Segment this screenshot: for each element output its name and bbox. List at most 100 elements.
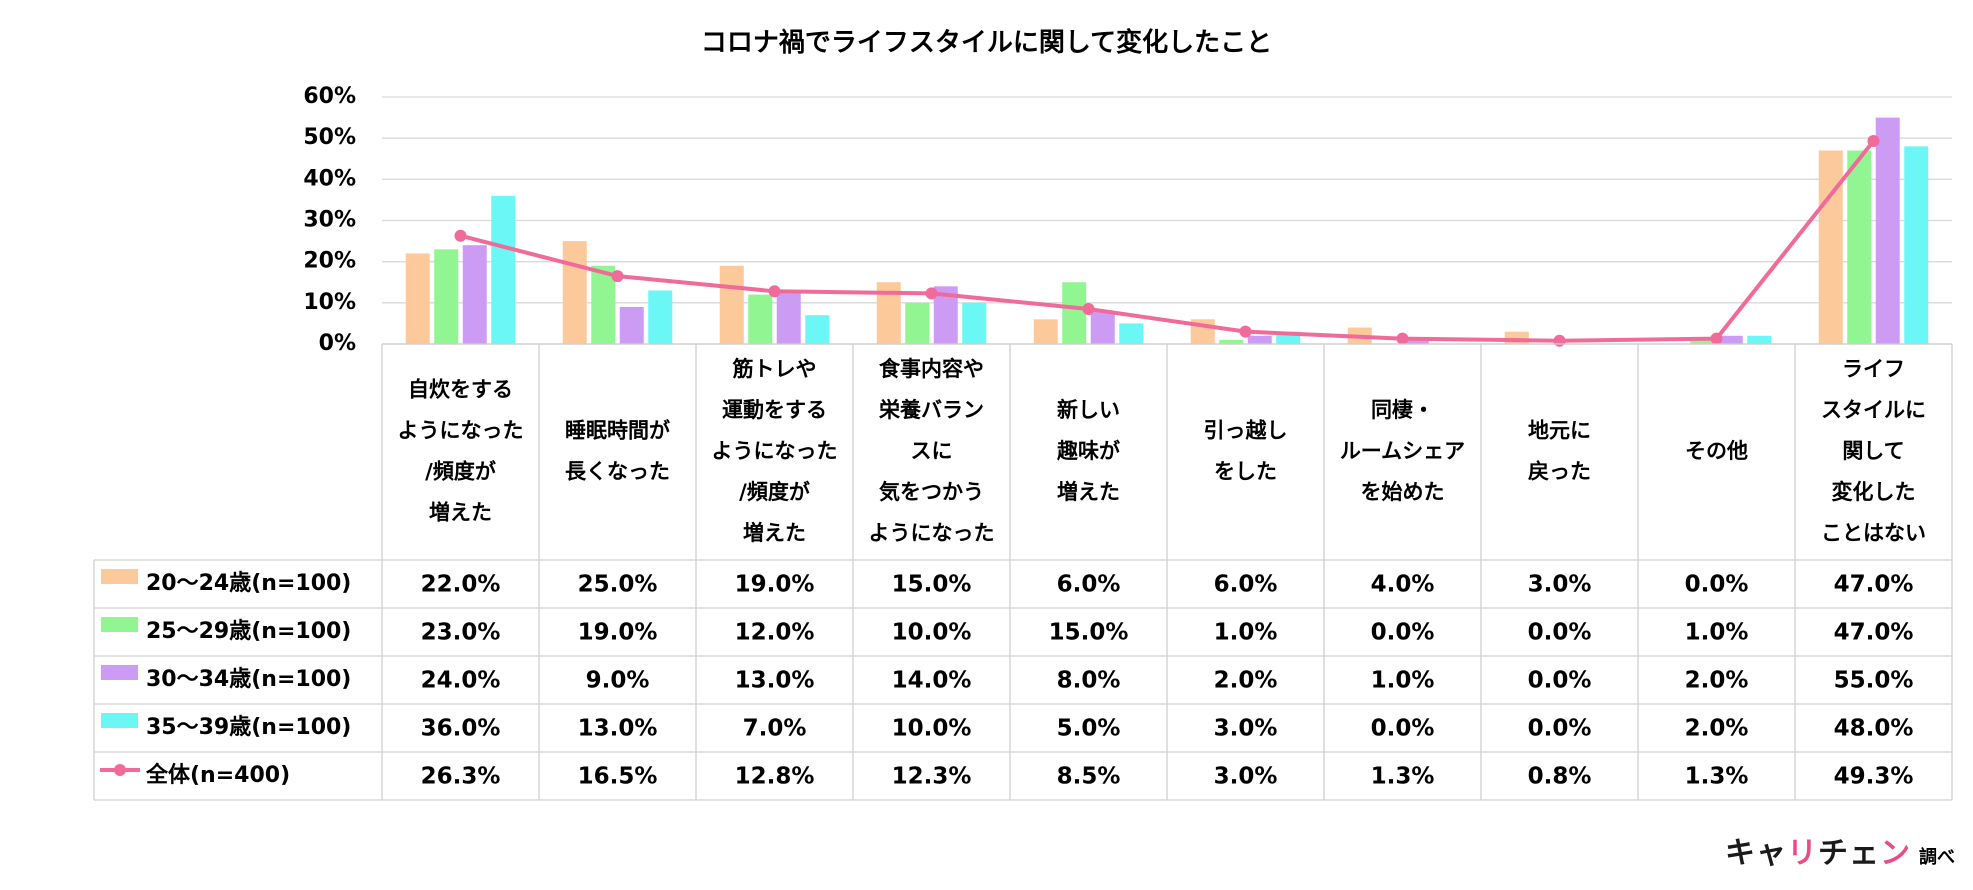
bar xyxy=(405,253,430,344)
y-tick-label: 40% xyxy=(303,166,356,191)
bar xyxy=(776,290,801,344)
line-marker xyxy=(611,270,624,283)
legend-key xyxy=(101,617,138,632)
category-label: 増えた xyxy=(743,521,806,545)
bar xyxy=(1062,282,1087,344)
bar xyxy=(491,195,516,344)
data-label: 1.0% xyxy=(1371,668,1435,694)
data-label: 1.3% xyxy=(1685,764,1749,790)
data-label: 16.5% xyxy=(578,764,658,790)
data-label: 8.5% xyxy=(1057,764,1121,790)
bar xyxy=(905,302,930,344)
data-label: 55.0% xyxy=(1834,668,1914,694)
data-label: 8.0% xyxy=(1057,668,1121,694)
data-label: 15.0% xyxy=(1049,620,1129,646)
data-label: 7.0% xyxy=(743,716,807,742)
data-label: 0.0% xyxy=(1528,620,1592,646)
category-label: 変化した xyxy=(1832,480,1916,504)
y-tick-label: 50% xyxy=(303,125,356,150)
data-label: 13.0% xyxy=(578,716,658,742)
data-label: 49.3% xyxy=(1834,764,1914,790)
bar xyxy=(1119,323,1144,344)
data-label: 12.8% xyxy=(735,764,815,790)
line-marker xyxy=(1710,332,1723,345)
category-label: 自炊をする xyxy=(408,378,513,402)
bar xyxy=(1219,339,1244,344)
bar xyxy=(591,265,616,344)
category-label: 地元に xyxy=(1528,419,1591,443)
brand-logo-part: チェ xyxy=(1818,836,1880,871)
data-label: 0.8% xyxy=(1528,764,1592,790)
brand-logo-part: リ xyxy=(1787,836,1818,871)
data-label: 0.0% xyxy=(1371,716,1435,742)
bar xyxy=(805,315,830,344)
line-marker xyxy=(925,287,938,300)
bar xyxy=(748,294,773,344)
bar xyxy=(1247,335,1272,344)
data-label: 10.0% xyxy=(892,716,972,742)
data-label: 4.0% xyxy=(1371,572,1435,598)
bar xyxy=(1690,339,1715,344)
data-label: 5.0% xyxy=(1057,716,1121,742)
category-label: /頻度が xyxy=(425,460,496,484)
category-label: スタイルに xyxy=(1821,398,1926,422)
brand-logo-part: キャ xyxy=(1725,836,1787,871)
data-label: 47.0% xyxy=(1834,620,1914,646)
legend-key xyxy=(101,713,138,728)
data-label: 3.0% xyxy=(1214,764,1278,790)
legend-label: 30～34歳(n=100) xyxy=(146,667,351,692)
category-label: 栄養バラン xyxy=(878,398,984,422)
category-label: 食事内容や xyxy=(879,357,984,381)
bar xyxy=(1033,319,1058,344)
data-label: 1.0% xyxy=(1214,620,1278,646)
brand-logo-part: ン xyxy=(1880,836,1911,871)
y-tick-label: 0% xyxy=(319,331,356,356)
data-label: 2.0% xyxy=(1685,668,1749,694)
chart-title: コロナ禍でライフスタイルに関して変化したこと xyxy=(700,28,1273,58)
legend-label: 25～29歳(n=100) xyxy=(146,619,351,644)
category-label: 戻った xyxy=(1528,460,1591,484)
data-label: 22.0% xyxy=(421,572,501,598)
category-label: ようになった xyxy=(712,439,838,463)
data-label: 2.0% xyxy=(1214,668,1278,694)
data-label: 0.0% xyxy=(1371,620,1435,646)
data-label: 2.0% xyxy=(1685,716,1749,742)
bar xyxy=(719,265,744,344)
legend-label: 20～24歳(n=100) xyxy=(146,571,351,596)
legend-label: 35～39歳(n=100) xyxy=(146,715,351,740)
category-label: を始めた xyxy=(1361,480,1445,504)
data-label: 12.3% xyxy=(892,764,972,790)
bar xyxy=(648,290,673,344)
category-label: その他 xyxy=(1685,439,1748,463)
category-label: ライフ xyxy=(1842,357,1905,381)
data-label: 6.0% xyxy=(1214,572,1278,598)
data-label: 1.0% xyxy=(1685,620,1749,646)
bar xyxy=(1904,146,1929,344)
bar xyxy=(462,245,487,344)
bar xyxy=(1718,335,1743,344)
data-label: 0.0% xyxy=(1528,716,1592,742)
bar xyxy=(1847,150,1872,344)
line-marker xyxy=(1239,325,1252,338)
data-label: 19.0% xyxy=(735,572,815,598)
bar xyxy=(1818,150,1843,344)
category-label: /頻度が xyxy=(739,480,810,504)
brand-logo: キャリチェン xyxy=(1725,828,1911,872)
data-label: 36.0% xyxy=(421,716,501,742)
category-label: 増えた xyxy=(1057,480,1120,504)
data-label: 3.0% xyxy=(1214,716,1278,742)
data-label: 25.0% xyxy=(578,572,658,598)
bar xyxy=(1747,335,1772,344)
bar xyxy=(619,306,644,344)
category-label: 筋トレや xyxy=(732,357,817,381)
brand-suffix: 調べ xyxy=(1919,847,1955,868)
bar xyxy=(962,302,987,344)
brand-credit: キャリチェン 調べ xyxy=(1725,828,1955,872)
data-label: 3.0% xyxy=(1528,572,1592,598)
bar xyxy=(562,241,587,344)
legend-key xyxy=(114,764,126,776)
data-label: 19.0% xyxy=(578,620,658,646)
legend-key xyxy=(101,569,138,584)
data-label: 15.0% xyxy=(892,572,972,598)
line-marker xyxy=(1553,334,1566,347)
